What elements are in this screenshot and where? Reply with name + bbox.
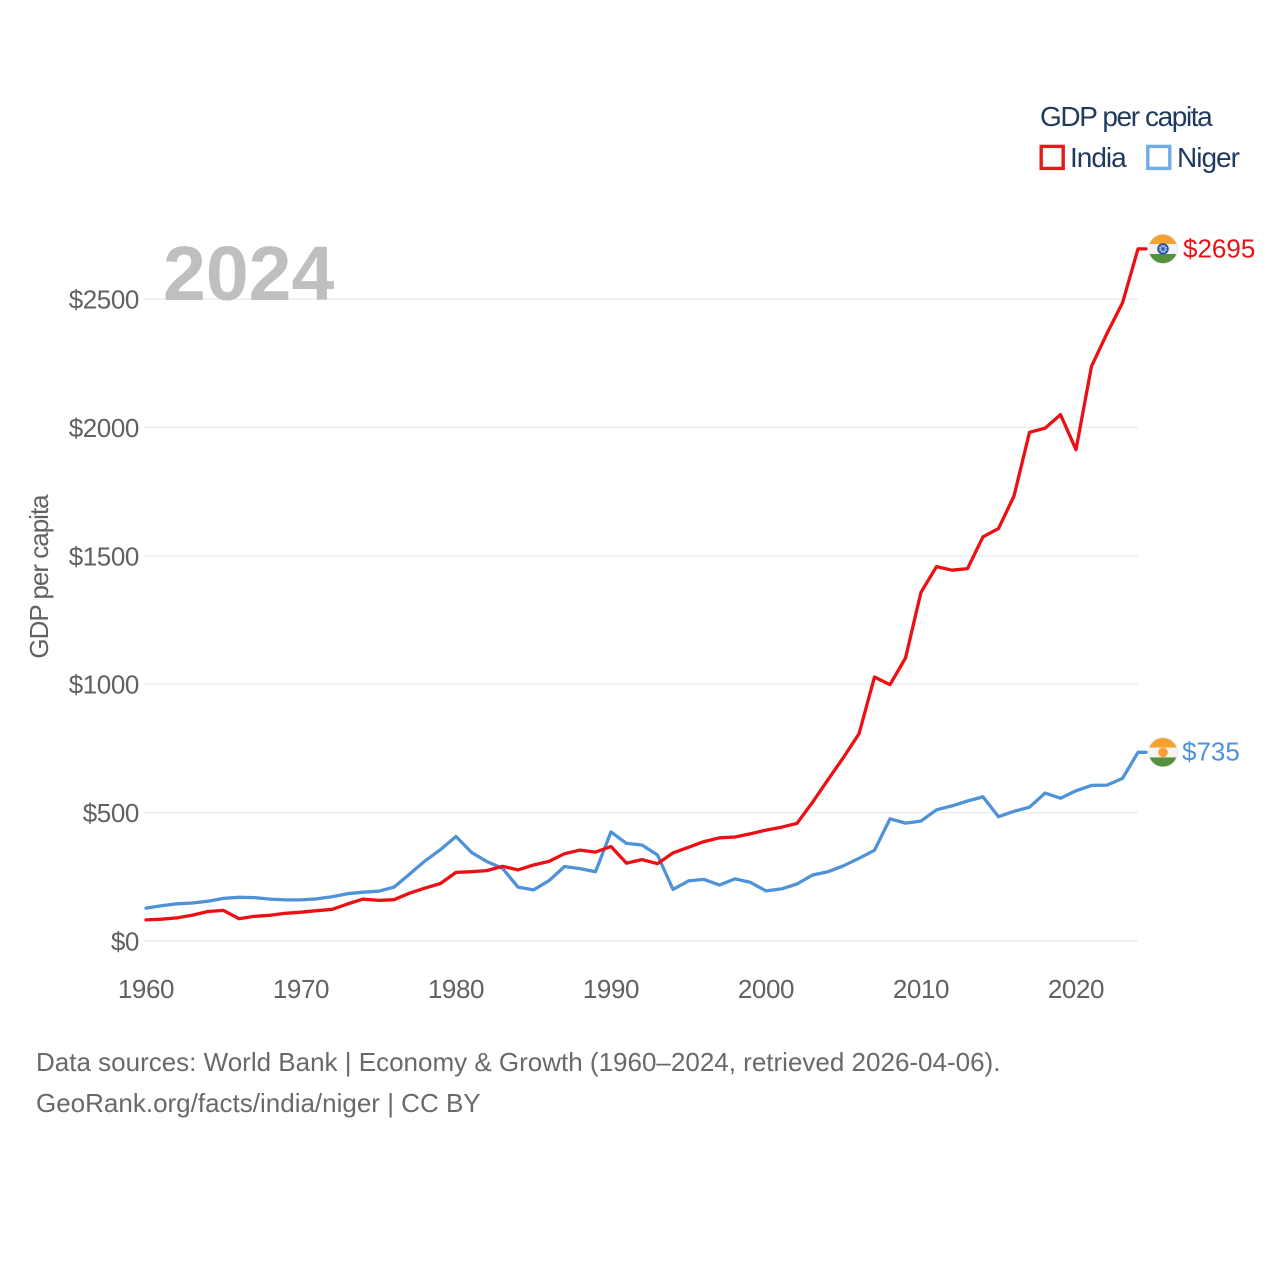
svg-text:2010: 2010 xyxy=(893,974,949,1004)
svg-text:$735: $735 xyxy=(1182,737,1240,767)
svg-text:Niger: Niger xyxy=(1177,142,1240,173)
svg-text:1970: 1970 xyxy=(273,974,329,1004)
svg-text:2024: 2024 xyxy=(163,231,334,317)
svg-text:1990: 1990 xyxy=(583,974,639,1004)
svg-text:India: India xyxy=(1070,142,1127,173)
svg-text:$500: $500 xyxy=(83,798,139,828)
svg-text:$2500: $2500 xyxy=(69,285,139,315)
svg-text:$2000: $2000 xyxy=(69,413,139,443)
svg-text:$1000: $1000 xyxy=(69,670,139,700)
svg-text:1960: 1960 xyxy=(118,974,174,1004)
svg-text:Data sources: World Bank | Eco: Data sources: World Bank | Economy & Gro… xyxy=(36,1047,1000,1077)
svg-text:$2695: $2695 xyxy=(1183,234,1255,264)
svg-text:GeoRank.org/facts/india/niger: GeoRank.org/facts/india/niger | CC BY xyxy=(36,1088,481,1118)
svg-text:2000: 2000 xyxy=(738,974,794,1004)
svg-text:GDP per capita: GDP per capita xyxy=(1040,101,1213,132)
svg-text:$0: $0 xyxy=(111,927,139,957)
svg-text:1980: 1980 xyxy=(428,974,484,1004)
svg-text:$1500: $1500 xyxy=(69,541,139,571)
svg-text:GDP per capita: GDP per capita xyxy=(24,494,54,659)
svg-text:2020: 2020 xyxy=(1048,974,1104,1004)
